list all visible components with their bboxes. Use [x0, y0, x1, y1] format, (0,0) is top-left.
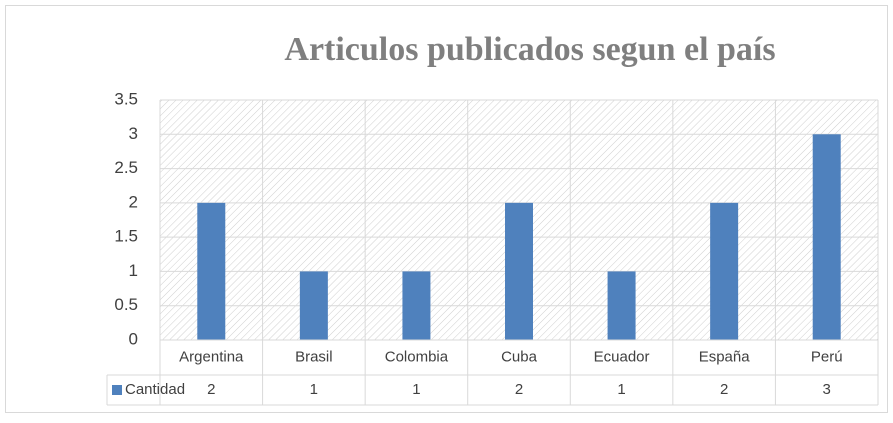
bar	[197, 202, 226, 340]
y-tick-label: 0	[129, 329, 138, 348]
table-value: 1	[412, 381, 420, 398]
bar	[505, 202, 533, 340]
y-tick-label: 0.5	[114, 295, 138, 314]
x-tick-label: España	[699, 348, 751, 365]
bar	[607, 271, 636, 340]
y-tick-label: 2	[129, 192, 138, 211]
table-value: 2	[207, 381, 215, 398]
x-tick-label: Colombia	[385, 348, 449, 365]
x-tick-label: Brasil	[295, 348, 333, 365]
bar	[299, 271, 328, 340]
table-value: 1	[310, 381, 318, 398]
bar	[710, 202, 739, 340]
y-tick-label: 1.5	[114, 227, 138, 246]
x-tick-label: Cuba	[501, 348, 538, 365]
table-value: 3	[823, 381, 831, 398]
x-tick-label: Argentina	[179, 348, 244, 365]
bar	[812, 134, 841, 340]
table-value: 1	[617, 381, 625, 398]
x-tick-label: Ecuador	[594, 348, 650, 365]
y-tick-label: 1	[129, 261, 138, 280]
y-tick-label: 3.5	[114, 89, 138, 108]
legend-key	[112, 385, 122, 395]
y-tick-label: 2.5	[114, 158, 138, 177]
chart-title: Articulos publicados segun el país	[284, 31, 775, 68]
x-tick-label: Perú	[811, 348, 843, 365]
bar	[402, 271, 431, 340]
table-value: 2	[720, 381, 728, 398]
legend-label: Cantidad	[125, 381, 185, 398]
y-tick-label: 3	[129, 124, 138, 143]
table-value: 2	[515, 381, 523, 398]
